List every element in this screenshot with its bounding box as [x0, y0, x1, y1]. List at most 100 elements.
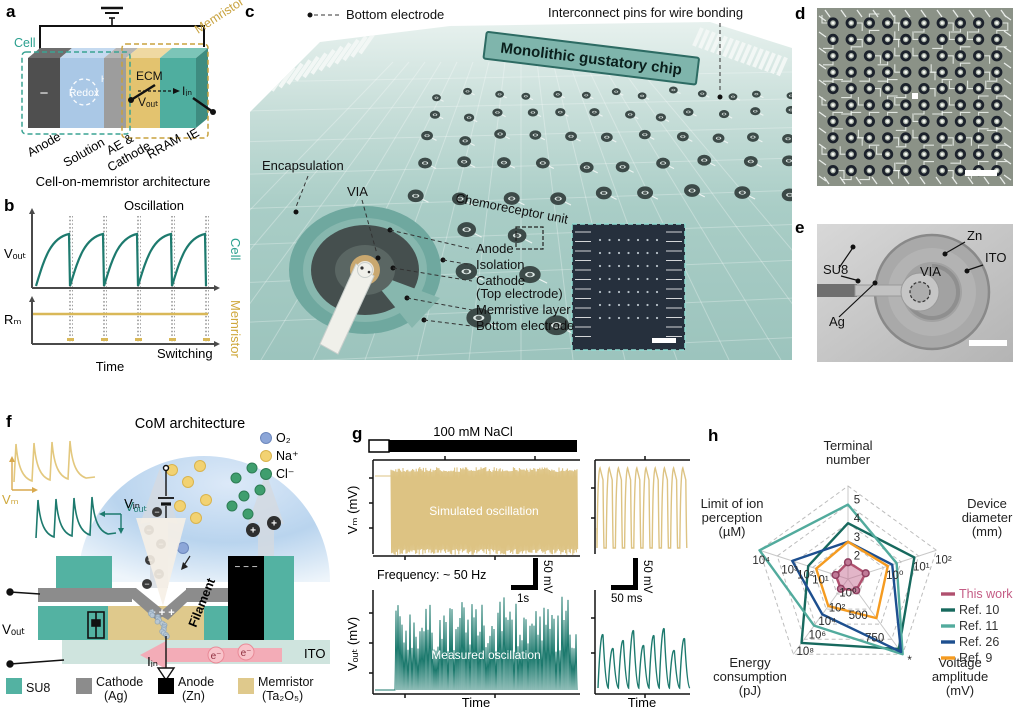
probe-arm [817, 284, 857, 297]
radar-tick: 10¹ [913, 561, 930, 573]
solution-block: Redox H⁺ [60, 48, 116, 128]
chemoreceptor-closeup [289, 206, 441, 355]
legend-memristor-sublabel: (Ta₂O₅) [262, 689, 303, 703]
funnel-interior [136, 518, 186, 606]
wires [39, 25, 205, 57]
chemoreceptor-unit-box [515, 226, 544, 250]
e-minus-1: e⁻ [211, 651, 222, 662]
ecm-label: ECM [136, 69, 163, 83]
legend-cathode-sublabel: (Ag) [104, 689, 128, 703]
su8-mid [204, 606, 228, 640]
ito-label: ITO [304, 646, 325, 661]
radar-legend-label: Ref. 9 [959, 651, 992, 665]
isolation-label: Isolation [476, 257, 524, 272]
cell-outline [21, 51, 131, 135]
legend-anode-sublabel: (Zn) [182, 689, 205, 703]
radar-tick: 500 [849, 610, 868, 622]
time-axis-label: Time [96, 359, 124, 374]
vout-label: Vₒᵤₜ [138, 95, 159, 109]
radar-tick: 10¹ [812, 574, 829, 586]
radar-tick: 10⁶ [809, 630, 827, 642]
panel-h-radar-chart: 2 3 4 5 10⁰ 10¹ 10² 500 750 * 10⁰ 10² 10⁴ 10⁶ 10⁸ 10¹ 10… [698, 424, 1024, 708]
cathode-left [38, 588, 132, 602]
b-axes [31, 212, 216, 345]
e-annotations: Zn ITO VIA SU8 Ag [823, 228, 1006, 329]
cell-label: Cell [14, 36, 36, 50]
scale-v2-label: 50 mV [641, 560, 653, 594]
scale-bar-2: 50 mV 50 ms [611, 558, 653, 605]
measured-trace [375, 596, 578, 691]
scale-bar-1: 50 mV 1s [511, 558, 553, 605]
vout-axis-label: Vₒᵤₜ (mV) [345, 617, 360, 671]
vout-label: Vₒᵤₜ [2, 622, 25, 637]
electron-arrow: e⁻ e⁻ [140, 641, 282, 669]
via-label: VIA [920, 264, 941, 279]
radar-legend-label: Ref. 10 [959, 603, 999, 617]
panel-label-c: c [245, 2, 255, 21]
switching-label: Switching [157, 346, 213, 361]
legend-su8-swatch [6, 678, 22, 694]
iin-label: Iᵢₙ [147, 654, 158, 669]
memristive-layer-label: Memristive layer [476, 302, 571, 317]
radar-axis-title: Energy consumption (pJ) [713, 655, 787, 698]
radar-chart: 234510⁰10¹10²500750*10⁰10²10⁴10⁶10⁸10¹10… [701, 438, 1014, 698]
encapsulation-label: Encapsulation [262, 158, 344, 173]
ito-label: ITO [985, 250, 1006, 265]
radar-series-ref--10 [800, 521, 916, 651]
anode-layer-label: Anode [476, 241, 514, 256]
anode-charge: − − − [234, 562, 257, 573]
su8-right [264, 556, 294, 640]
measured-zoom-trace [597, 628, 691, 690]
o2-icon [260, 432, 272, 444]
ie-label: IE [184, 126, 201, 144]
panel-label-d: d [795, 4, 806, 23]
o2-label: O₂ [276, 431, 291, 445]
panel-label-a: a [6, 2, 16, 21]
svg-text:−: − [144, 579, 149, 589]
scale-bar [969, 340, 1007, 346]
f-legend: SU8 Cathode (Ag) Anode (Zn) Memristor (T… [6, 675, 314, 703]
vout-trace-label: Vₒᵤₜ [125, 499, 148, 514]
radar-axis-title: Device diameter (mm) [962, 496, 1013, 539]
radar-tick: 10⁰ [886, 570, 904, 582]
radar-series-ref--26 [791, 540, 903, 654]
legend-memristor-swatch [238, 678, 254, 694]
panel-label-b: b [4, 196, 15, 215]
panel-a-caption: Cell-on-memristor architecture [36, 174, 211, 189]
scale-t1-label: 1s [517, 593, 529, 605]
groove [905, 264, 961, 320]
legend-anode-swatch [158, 678, 174, 694]
legend-cathode-swatch [76, 678, 92, 694]
radar-tick: 2 [854, 550, 860, 562]
iin-label: Iᵢₙ [182, 84, 192, 98]
scale-bar [965, 170, 997, 176]
legend-cathode-label: Cathode [96, 675, 143, 689]
memristor-series-label: Memristor [228, 300, 242, 358]
radar-legend-label: Ref. 11 [959, 619, 998, 633]
iin-probe [192, 96, 214, 114]
ion-legend: O₂ Na⁺ Cl⁻ [260, 431, 299, 481]
panel-label-e: e [795, 218, 805, 237]
panel-g-oscillation-measurements: 100 mM NaCl Simulated oscillation Measur… [345, 418, 695, 708]
ie-block [160, 48, 208, 128]
svg-text:+: + [250, 526, 256, 537]
vm-axis-label: Vₘ (mV) [345, 486, 360, 535]
ground-icon [101, 6, 123, 26]
radar-legend-label: This work [959, 587, 1013, 601]
bottom-electrode-layer-label: Bottom electrode [476, 318, 574, 333]
cathode-block [104, 48, 138, 128]
iin-probe-dot [210, 109, 216, 115]
legend-memristor-label: Memristor [258, 675, 314, 689]
radar-tick: 4 [854, 513, 861, 525]
vout-probe [130, 83, 156, 102]
panel-e-sem-image: Zn ITO VIA SU8 Ag [817, 224, 1013, 362]
scale-t2-label: 50 ms [611, 593, 643, 605]
radar-tick: 3 [854, 532, 860, 544]
radar-tick: 10⁴ [818, 616, 836, 628]
g-waveforms [375, 465, 691, 691]
radar-tick: 10⁰ [839, 588, 857, 600]
zn-label: Zn [967, 228, 982, 243]
radar-tick: 750 [865, 633, 884, 645]
anode-block: − [28, 48, 72, 128]
